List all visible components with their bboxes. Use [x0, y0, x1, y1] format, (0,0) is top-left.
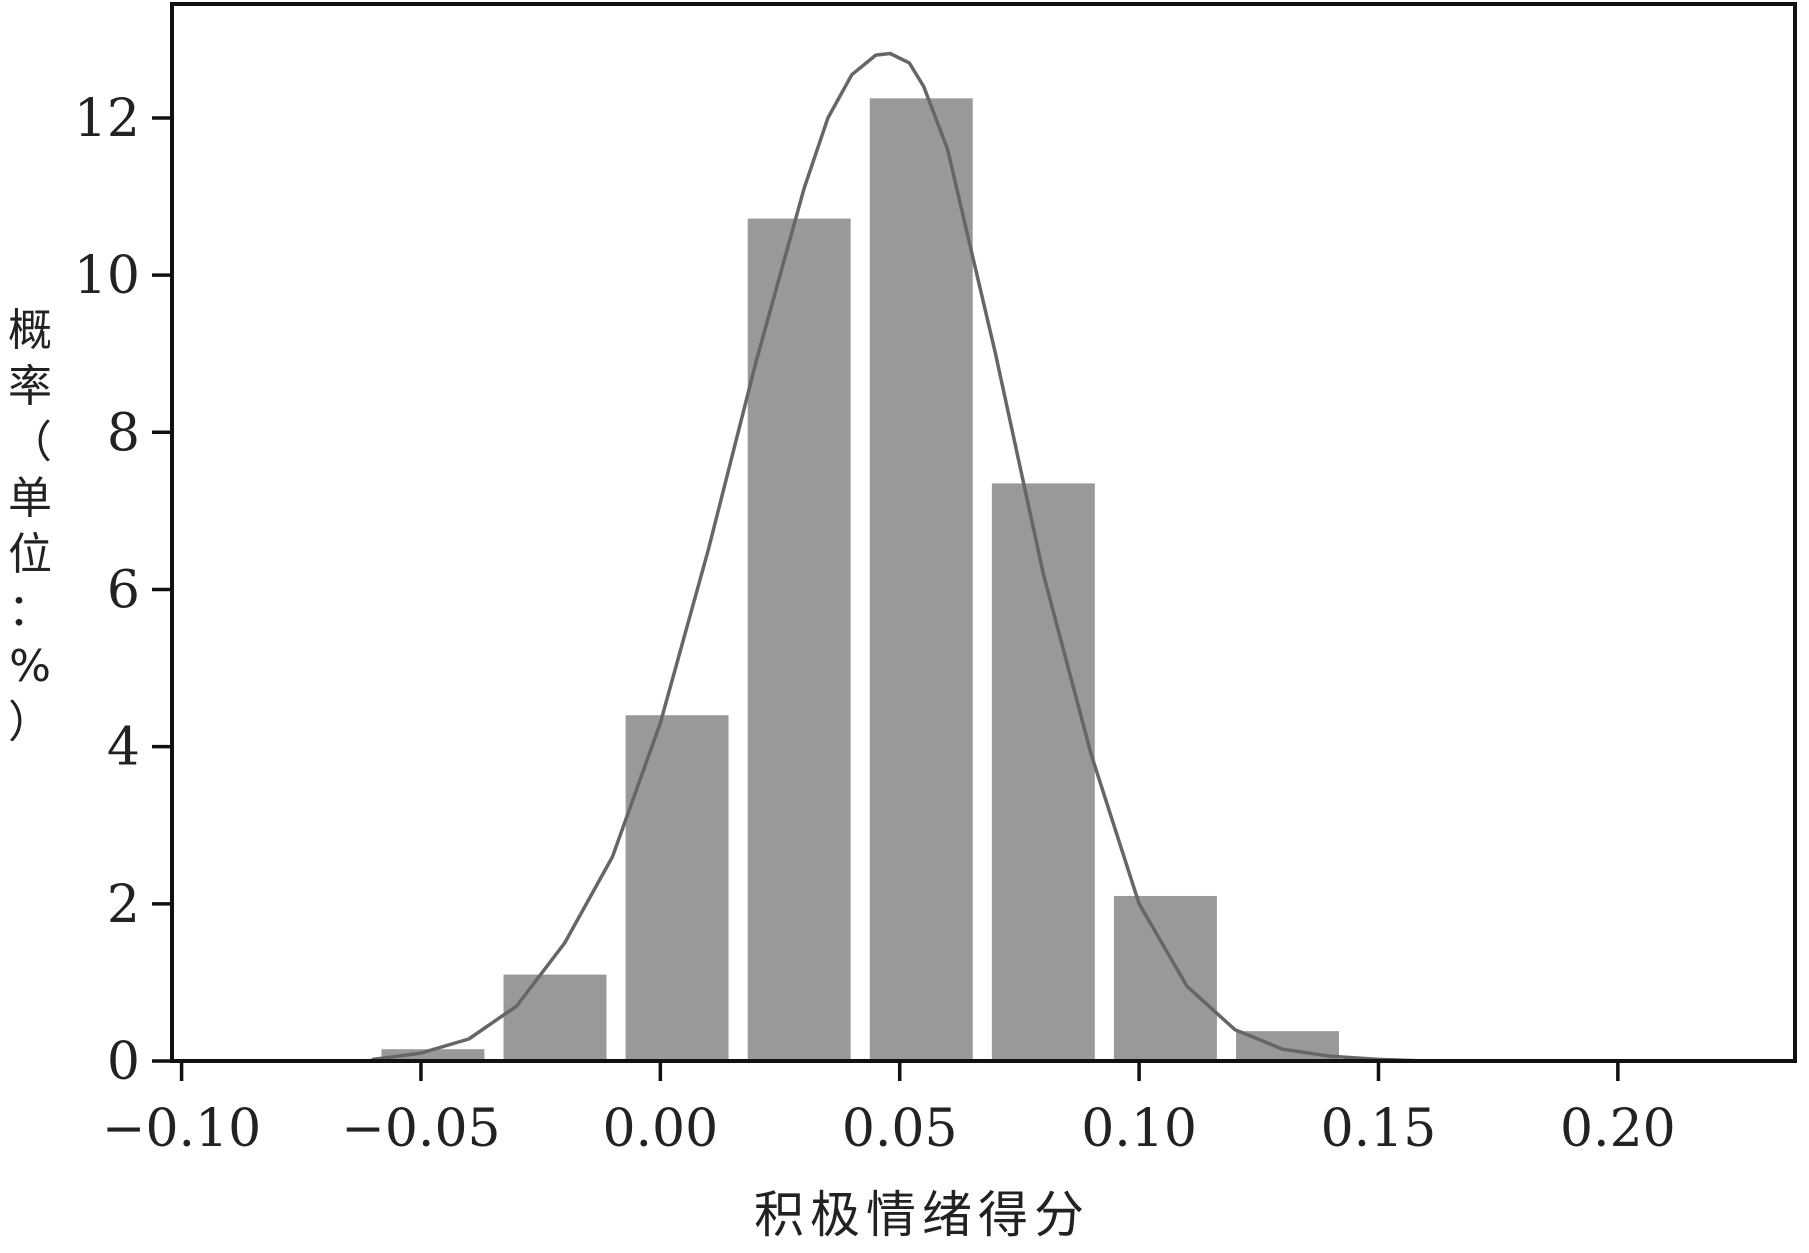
histogram-bar-4 — [747, 218, 851, 1062]
bars-layer — [381, 98, 1339, 1062]
x-tick-label-3: 0.00 — [602, 1099, 718, 1159]
y-tick-label-2: 2 — [107, 875, 140, 935]
tick-labels-layer: −0.10 −0.05 0.00 0.05 0.10 0.15 0.20 0 2 4 6 8 10 12 — [74, 89, 1676, 1159]
histogram-bar-3 — [625, 715, 729, 1061]
histogram-bar-7 — [1113, 895, 1217, 1061]
density-curve-layer — [371, 51, 1429, 1063]
axes-layer — [152, 2, 1797, 1081]
y-tick-label-7: 12 — [74, 89, 140, 149]
y-tick-label-6: 10 — [74, 246, 140, 306]
histogram-bar-5 — [869, 98, 973, 1062]
y-axis-title-char: 位 — [8, 529, 52, 580]
x-tick-label-4: 0.05 — [842, 1099, 958, 1159]
x-axis-title: 积极情绪得分 — [754, 1186, 1090, 1244]
y-tick-label-3: 4 — [107, 718, 140, 778]
x-tick-label-6: 0.15 — [1321, 1099, 1437, 1159]
x-tick-label-2: −0.05 — [341, 1099, 500, 1159]
histogram-bar-2 — [503, 974, 607, 1061]
histogram-bar-1 — [381, 1049, 485, 1061]
x-tick-label-1: −0.10 — [102, 1099, 261, 1159]
x-tick-label-7: 0.20 — [1560, 1099, 1676, 1159]
y-axis-title-char: 单 — [8, 473, 52, 524]
y-tick-label-5: 8 — [107, 403, 140, 463]
y-axis-title-char: （ — [8, 417, 52, 468]
y-axis-title-char: ： — [8, 585, 52, 636]
y-axis-title-char: 概 — [8, 305, 52, 356]
y-axis-title: 概率（单位：%） — [8, 305, 52, 748]
y-axis-title-char: 率 — [8, 361, 52, 412]
y-axis-title-char: ） — [8, 697, 52, 748]
y-axis-title-char: % — [9, 641, 51, 692]
y-tick-label-4: 6 — [107, 560, 140, 620]
plot-frame — [170, 2, 1797, 1063]
density-curve-line — [371, 51, 1429, 1063]
x-tick-label-5: 0.10 — [1081, 1099, 1197, 1159]
y-tick-label-1: 0 — [107, 1032, 140, 1092]
